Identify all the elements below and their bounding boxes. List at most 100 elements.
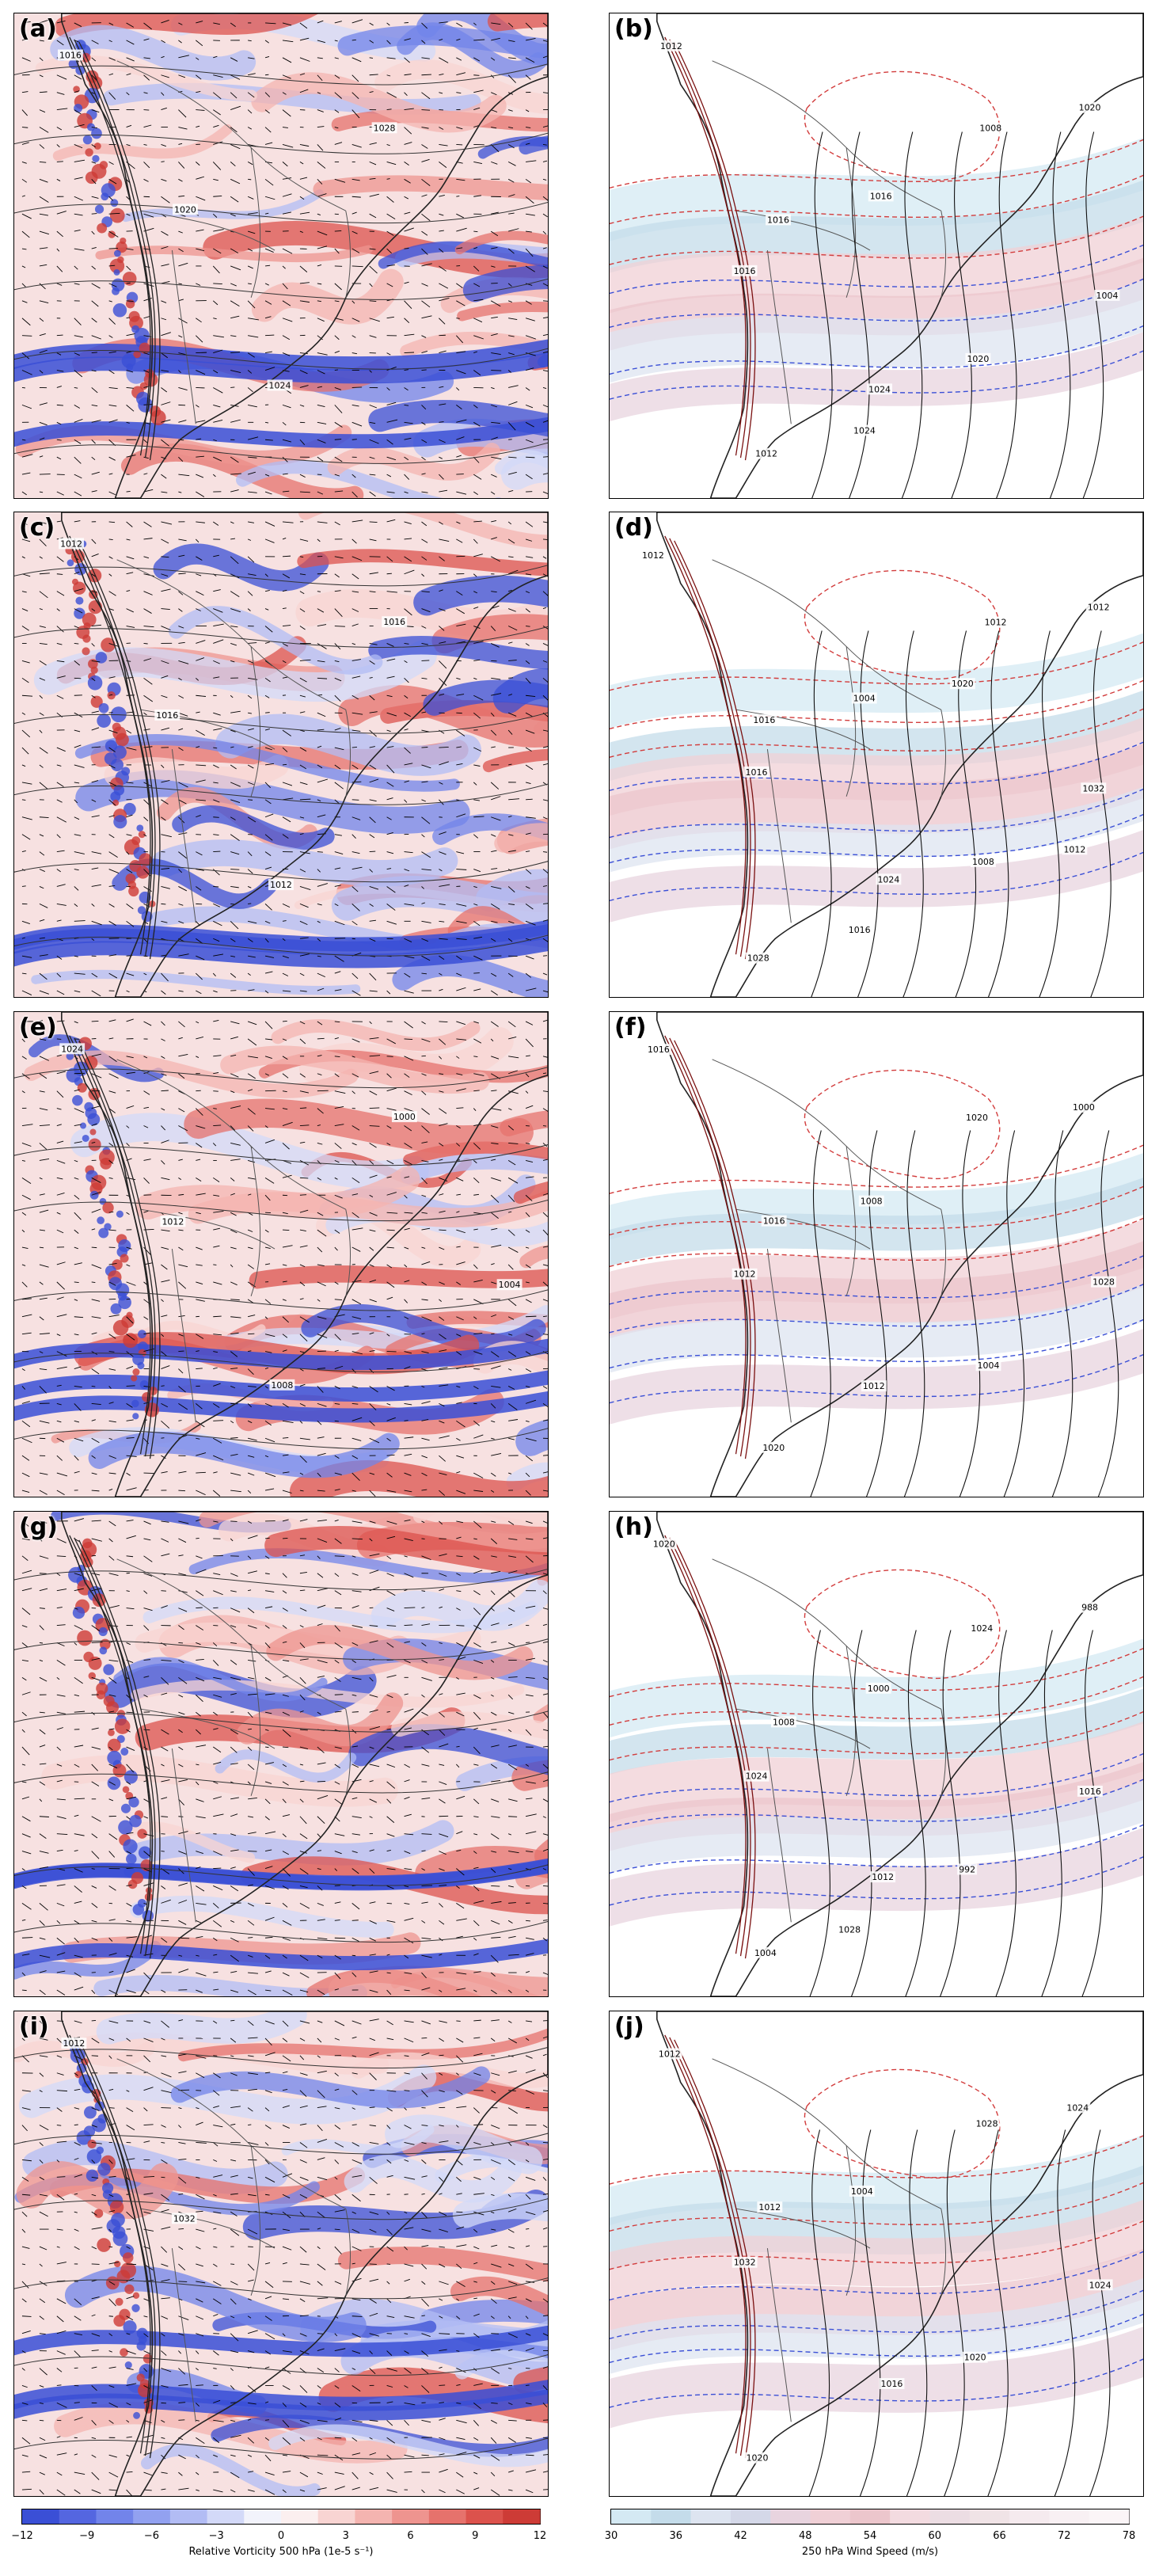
isobar-label: 1004 [853,693,876,703]
wind-map-d: 1012 1016 1024 1012 1032 1028 1004 1008 1012 1016… [610,512,1143,997]
isobar-label: 1004 [499,1280,521,1290]
isobar-label: 1012 [1088,602,1110,612]
isobar-label-bg [269,1379,295,1391]
isobar-label-bg [382,616,408,628]
isobar-label-bg [1080,1601,1100,1613]
isobar-label-bg [849,2185,875,2197]
panel-label: (c) [19,514,55,542]
colorbar-swatch [770,2509,811,2524]
panel-label: (j) [614,2013,644,2041]
isobar-label-bg [879,2378,905,2389]
isobar-label-bg [391,1111,417,1123]
isobar-label: 1000 [1073,1102,1095,1113]
vorticity-map-c: 1012 1016 1012 1016 [14,512,548,997]
colorbar-swatch [392,2509,430,2524]
colorbar-tick-label: −12 [11,2530,33,2542]
panel-label: (i) [19,2013,49,2041]
isobar-label: 1020 [966,1113,988,1123]
map-panel-g: (g) [13,1511,549,1997]
colorbar-swatch [428,2509,467,2524]
isobar-label-bg [658,40,684,51]
isobar-label-bg [837,1923,863,1935]
isobar-label: 1012 [63,2038,85,2049]
isobar-label: 1012 [985,618,1007,628]
isobar-label-bg [59,538,85,550]
isobar-label-bg [154,709,180,721]
isobar-label: 1016 [1079,1786,1101,1797]
colorbar-tick-label: −9 [79,2530,95,2542]
isobar-label: 1008 [979,124,1001,134]
isobar-label: 1008 [972,857,994,867]
isobar-label: 1016 [881,2379,903,2389]
isobar-label: 1020 [762,1443,785,1453]
map-panel-b: (b) 1012 1016 1024 1008 1004 1012 1016 1020 1020… [609,13,1144,499]
isobar-label: 1028 [1092,1277,1115,1288]
isobar-label-bg [1077,101,1103,113]
colorbar-swatch [59,2509,97,2524]
isobar-label-bg [1062,843,1088,855]
isobar-label-bg [1070,1102,1096,1113]
vorticity-colorbar-swatches [22,2509,541,2524]
colorbar-swatch [503,2509,541,2524]
isobar-label-bg [744,2452,770,2464]
isobar-label-bg [1081,782,1107,794]
colorbar-tick-label: 48 [798,2530,812,2542]
isobar-label: 1004 [851,2186,873,2197]
isobar-label-bg [974,2117,1000,2129]
wind-colorbar-swatches [611,2509,1130,2524]
isobar-label: 1012 [642,550,664,561]
isobar-label: 1012 [162,1216,184,1227]
isobar-label-bg [267,379,293,391]
isobar-label: 1016 [734,266,756,276]
isobar-label-bg [656,2048,682,2060]
isobar-label: 1016 [59,50,82,60]
colorbar-tick-label: 6 [407,2530,414,2542]
colorbar-swatch [1089,2509,1130,2524]
isobar-label-bg [876,873,902,885]
map-panel-h: (h) 1020 1008 1012 1024 1016 1004 1000 992 988 10… [609,1511,1144,1997]
wind-map-j: 1012 1012 1016 1028 1024 1020 1004 1020 1024 1032 [610,2011,1143,2496]
vorticity-colorbar-ticks: −12 −9 −6 −3 0 3 6 9 12 [11,2530,546,2546]
isobar-label-bg [496,1279,522,1291]
isobar-label-bg [160,1216,186,1227]
isobar-label-bg [771,1716,796,1728]
colorbar-tick-label: 3 [342,2530,349,2542]
panel-label: (b) [614,15,653,43]
isobar-label-bg [645,1044,671,1056]
colorbar-tick-label: 30 [604,2530,618,2542]
colorbar-swatch [22,2509,60,2524]
isobar-label: 1012 [659,2049,681,2059]
isobar-label: 1012 [755,449,777,459]
isobar-label: 1024 [1066,2102,1089,2113]
vorticity-map-e: 1024 1012 1008 1000 1004 [14,1012,548,1497]
isobar-label: 1008 [861,1197,883,1207]
isobar-label: 1016 [763,1216,785,1227]
colorbar-swatch [281,2509,319,2524]
map-panel-c: (c) 1012 1016 1012 1016 [13,512,549,998]
isobar-label-bg [754,447,780,459]
isobar-label: 1012 [863,1381,885,1391]
colorbar-tick-label: −3 [208,2530,224,2542]
isobar-label-bg [851,692,877,704]
colorbar-tick-label: 9 [472,2530,479,2542]
map-panel-a: (a) 1016 1020 1024 1028 [13,13,549,499]
colorbar-swatch [1049,2509,1090,2524]
isobar-label: 1028 [374,123,396,133]
isobar-label: 1016 [746,767,768,778]
colorbar-swatch [169,2509,208,2524]
isobar-label-bg [1094,289,1120,301]
isobar-label: 1020 [174,204,196,215]
isobar-label-bg [761,1441,787,1453]
panel-label: (a) [19,15,57,43]
isobar-label-bg [743,766,770,778]
panel-label: (d) [614,514,653,542]
vorticity-map-i: 1012 1032 [14,2011,548,2496]
colorbar-swatch [244,2509,282,2524]
colorbar-tick-label: 54 [863,2530,877,2542]
colorbar-swatch [317,2509,355,2524]
isobar-label: 1012 [270,880,292,890]
isobar-label-bg [861,1380,887,1392]
wind-colorbar: 30 36 42 48 54 60 66 72 78 250 hPa Wind Speed (m… [605,2509,1135,2558]
colorbar-swatch [810,2509,851,2524]
colorbar-swatch [849,2509,891,2524]
